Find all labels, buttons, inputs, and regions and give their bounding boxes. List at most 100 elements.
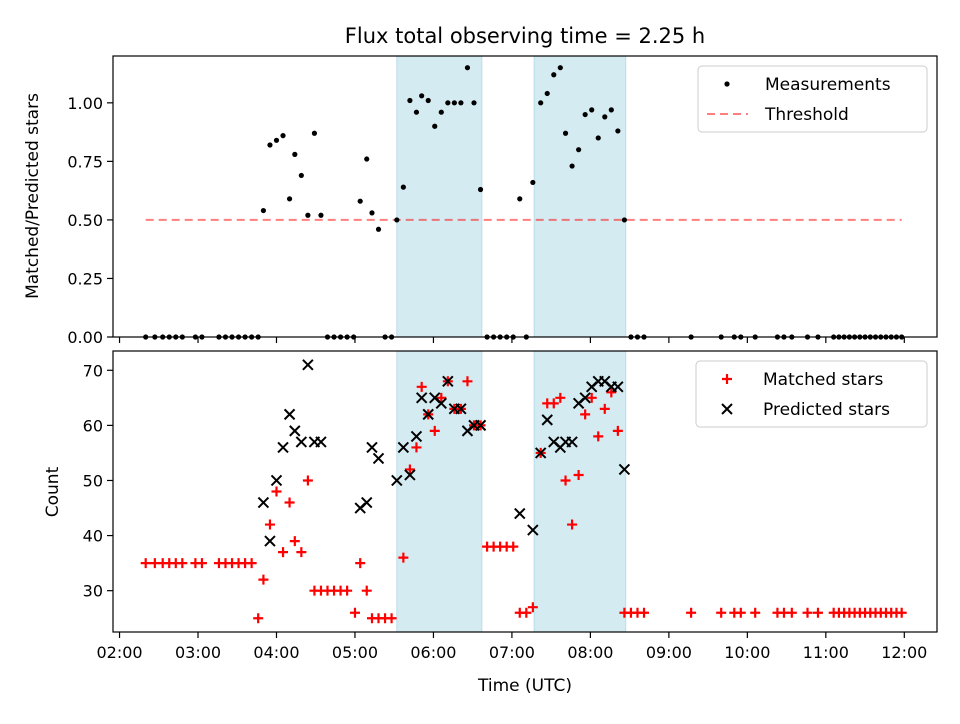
matched-marker	[686, 607, 697, 618]
measurement-point	[538, 100, 544, 106]
matched-marker	[177, 558, 188, 569]
predicted-marker	[415, 392, 428, 404]
matched-marker	[289, 536, 300, 547]
legend-label-measurements: Measurements	[765, 75, 891, 95]
measurement-point	[562, 130, 569, 136]
matched-marker	[802, 607, 813, 618]
predicted-marker	[455, 403, 467, 415]
measurement-point	[413, 109, 420, 115]
measurement-point	[305, 212, 311, 218]
y-tick-label: 0.25	[67, 269, 103, 288]
matched-marker	[361, 585, 372, 596]
measurement-point	[407, 97, 413, 104]
matched-marker	[527, 602, 538, 613]
measurement-point	[425, 97, 431, 104]
predicted-marker	[612, 381, 624, 393]
x-tick-label: 12:00	[881, 643, 927, 662]
matched-marker	[416, 381, 427, 392]
matched-marker	[342, 585, 353, 596]
measurement-point	[432, 123, 438, 129]
matched-marker	[639, 607, 650, 618]
matched-marker	[567, 519, 578, 530]
predicted-marker	[404, 469, 416, 481]
measurement-point	[517, 196, 523, 202]
y-tick-label: 0.50	[67, 211, 103, 230]
legend-frame	[697, 65, 928, 133]
measurement-point	[569, 163, 575, 169]
predicted-marker	[579, 392, 591, 404]
legend-marker-matched	[722, 374, 732, 384]
measurement-point	[544, 90, 550, 97]
matched-marker	[253, 613, 264, 624]
measurement-point	[615, 128, 621, 134]
matched-marker	[264, 519, 275, 530]
shaded-interval	[533, 55, 627, 338]
measurement-point	[419, 93, 425, 99]
matched-marker	[521, 607, 532, 618]
matched-marker	[508, 541, 519, 552]
matched-marker	[404, 464, 415, 475]
matched-marker	[411, 442, 422, 453]
matched-marker	[716, 607, 727, 618]
predicted-marker	[264, 535, 276, 547]
predicted-marker	[442, 375, 454, 388]
measurement-point	[458, 100, 464, 106]
legend-label-matched: Matched stars	[763, 370, 883, 390]
predicted-marker	[397, 441, 410, 454]
predicted-marker	[514, 507, 526, 520]
measurement-point	[318, 212, 324, 218]
predicted-marker	[474, 419, 487, 432]
predicted-marker	[302, 359, 314, 371]
matched-marker	[284, 497, 295, 508]
plot-frame	[112, 55, 938, 338]
matched-marker	[606, 387, 617, 398]
measurement-point	[608, 107, 614, 113]
measurement-point	[551, 72, 557, 78]
matched-marker	[735, 607, 746, 618]
top-y-axis-label: Matched/Predicted stars	[23, 93, 43, 299]
legend-label-threshold: Threshold	[764, 105, 849, 125]
matched-marker	[302, 475, 313, 486]
predicted-marker	[366, 441, 378, 454]
matched-marker	[429, 425, 440, 436]
matched-marker	[349, 607, 360, 618]
predicted-marker	[257, 496, 270, 509]
measurement-point	[394, 217, 400, 223]
measurement-point	[438, 109, 444, 115]
predicted-marker	[534, 447, 547, 459]
predicted-marker	[270, 474, 283, 487]
matched-marker	[296, 547, 307, 558]
measurement-point	[464, 65, 471, 71]
predicted-marker	[435, 397, 447, 410]
plot-frame	[112, 350, 938, 633]
matched-marker	[196, 558, 207, 569]
matched-marker	[462, 376, 473, 387]
matched-marker	[593, 431, 604, 442]
matched-marker	[896, 607, 907, 618]
predicted-marker	[391, 474, 403, 487]
predicted-marker	[295, 436, 308, 448]
legend-marker-measurements	[724, 81, 730, 87]
measurement-point	[369, 210, 375, 216]
y-tick-label: 0.00	[67, 328, 103, 347]
x-tick-label: 05:00	[332, 643, 378, 662]
shaded-interval	[533, 350, 627, 633]
measurement-point	[292, 151, 298, 157]
predicted-marker	[277, 441, 289, 454]
top-legend: Measurements Threshold	[697, 65, 928, 133]
measurement-point	[273, 137, 280, 143]
y-tick-label: 60	[83, 416, 103, 435]
measurement-point	[589, 107, 595, 113]
measurement-point	[451, 100, 457, 106]
predicted-marker	[372, 452, 385, 465]
measurement-point	[375, 226, 382, 232]
legend-label-predicted: Predicted stars	[763, 400, 890, 420]
matched-marker	[258, 574, 269, 585]
matched-marker	[140, 558, 151, 569]
y-tick-label: 0.75	[67, 152, 103, 171]
matched-marker	[750, 607, 761, 618]
top-panel: 0.00 0.25 0.50 0.75 1.00 Measurements Threshol…	[67, 55, 938, 347]
x-tick-label: 11:00	[803, 643, 849, 662]
measurement-point	[530, 179, 536, 186]
